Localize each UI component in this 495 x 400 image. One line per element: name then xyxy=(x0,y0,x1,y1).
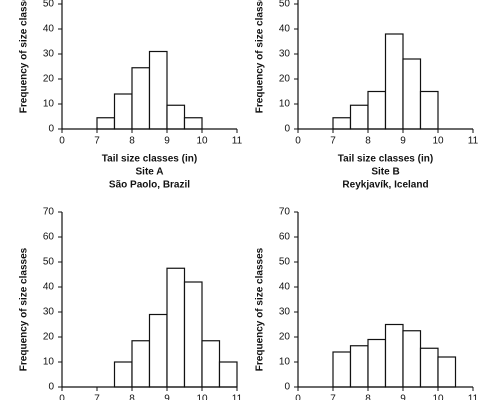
y-tick-label: 10 xyxy=(43,357,55,368)
bar xyxy=(183,281,203,388)
y-tick-label: 0 xyxy=(284,124,290,135)
bar xyxy=(384,33,404,130)
bar xyxy=(218,361,238,388)
bar xyxy=(349,345,369,388)
bar xyxy=(367,338,387,388)
y-tick-label: 50 xyxy=(43,257,55,268)
y-tick-label: 20 xyxy=(279,332,291,343)
x-tick-label: 10 xyxy=(196,394,208,400)
bar xyxy=(332,117,352,130)
histogram-panel: 0 7 8 9 10 11 0 10 20 30 40 50 60 70 Frequency of size… xyxy=(19,207,243,400)
bar xyxy=(96,117,116,130)
y-tick-label: 50 xyxy=(279,257,291,268)
bar xyxy=(183,117,203,130)
x-tick-label: 10 xyxy=(196,136,208,147)
x-tick-label: 0 xyxy=(295,136,301,147)
y-tick-label: 30 xyxy=(43,49,55,60)
x-tick-label: 8 xyxy=(365,394,371,400)
x-tick-label: 9 xyxy=(164,394,170,400)
y-tick-label: 50 xyxy=(43,0,55,10)
x-tick-label: 8 xyxy=(129,136,135,147)
bar xyxy=(332,351,352,388)
y-tick-label: 10 xyxy=(43,99,55,110)
y-tick-label: 20 xyxy=(43,74,55,85)
y-tick-label: 0 xyxy=(48,124,54,135)
y-tick-label: 30 xyxy=(279,49,291,60)
bar xyxy=(148,50,168,130)
y-tick-label: 50 xyxy=(279,0,291,10)
bar xyxy=(402,330,422,388)
bar xyxy=(384,323,404,388)
bar xyxy=(437,356,457,388)
bar xyxy=(113,361,133,388)
chart-title: Site A xyxy=(136,167,164,178)
bar xyxy=(166,267,186,388)
x-tick-label: 7 xyxy=(94,394,100,400)
histogram-panel: 0 7 8 9 10 11 0 10 20 30 40 50 60 70 Frequency of size… xyxy=(255,207,479,400)
y-tick-label: 30 xyxy=(43,307,55,318)
x-tick-label: 9 xyxy=(164,136,170,147)
x-tick-label: 8 xyxy=(129,394,135,400)
y-tick-label: 70 xyxy=(43,207,55,218)
y-tick-label: 40 xyxy=(279,282,291,293)
x-tick-label: 9 xyxy=(400,136,406,147)
bar xyxy=(131,67,151,130)
x-tick-label: 0 xyxy=(59,394,65,400)
chart-title: Site B xyxy=(371,167,399,178)
x-tick-label: 7 xyxy=(330,136,336,147)
x-axis-label: Tail size classes (in) xyxy=(338,154,433,165)
x-tick-label: 11 xyxy=(232,136,243,147)
y-tick-label: 30 xyxy=(279,307,291,318)
chart-subtitle: Reykjavík, Iceland xyxy=(342,180,428,191)
y-tick-label: 0 xyxy=(48,382,54,393)
bar xyxy=(201,340,221,388)
x-tick-label: 9 xyxy=(400,394,406,400)
bar xyxy=(166,104,186,130)
chart-subtitle: São Paolo, Brazil xyxy=(109,180,190,191)
histogram-panel: 0 7 8 9 10 11 0 10 20 30 40 50 Tail size classes (in… xyxy=(19,0,243,191)
y-tick-label: 60 xyxy=(279,232,291,243)
x-axis-label: Tail size classes (in) xyxy=(102,154,197,165)
bar xyxy=(113,93,133,130)
bar xyxy=(349,104,369,130)
x-tick-label: 8 xyxy=(365,136,371,147)
y-tick-label: 60 xyxy=(43,232,55,243)
bar xyxy=(148,313,168,388)
bar xyxy=(419,90,439,130)
y-tick-label: 70 xyxy=(279,207,291,218)
y-axis-label: Frequency of size classes xyxy=(255,247,266,371)
y-tick-label: 40 xyxy=(279,24,291,35)
x-tick-label: 10 xyxy=(432,394,444,400)
y-tick-label: 40 xyxy=(43,24,55,35)
x-tick-label: 11 xyxy=(468,136,479,147)
y-axis-label: Frequency of size classes xyxy=(19,247,30,371)
y-axis-label: Frequency of size classes xyxy=(19,0,30,113)
x-tick-label: 0 xyxy=(59,136,65,147)
y-tick-label: 10 xyxy=(279,357,291,368)
histogram-panel: 0 7 8 9 10 11 0 10 20 30 40 50 Tail size classes (in… xyxy=(255,0,479,191)
y-tick-label: 20 xyxy=(279,74,291,85)
bar xyxy=(402,58,422,130)
x-tick-label: 11 xyxy=(468,394,479,400)
bar xyxy=(131,340,151,388)
x-tick-label: 10 xyxy=(432,136,444,147)
x-tick-label: 11 xyxy=(232,394,243,400)
y-tick-label: 20 xyxy=(43,332,55,343)
x-tick-label: 7 xyxy=(330,394,336,400)
y-tick-label: 0 xyxy=(284,382,290,393)
x-tick-label: 7 xyxy=(94,136,100,147)
y-axis-label: Frequency of size classes xyxy=(255,0,266,113)
bar xyxy=(419,347,439,388)
y-tick-label: 10 xyxy=(279,99,291,110)
bar xyxy=(367,90,387,130)
y-tick-label: 40 xyxy=(43,282,55,293)
x-tick-label: 0 xyxy=(295,394,301,400)
